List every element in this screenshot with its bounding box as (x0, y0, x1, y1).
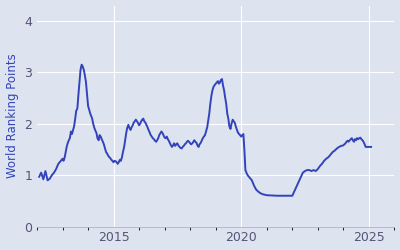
Y-axis label: World Ranking Points: World Ranking Points (6, 54, 18, 178)
